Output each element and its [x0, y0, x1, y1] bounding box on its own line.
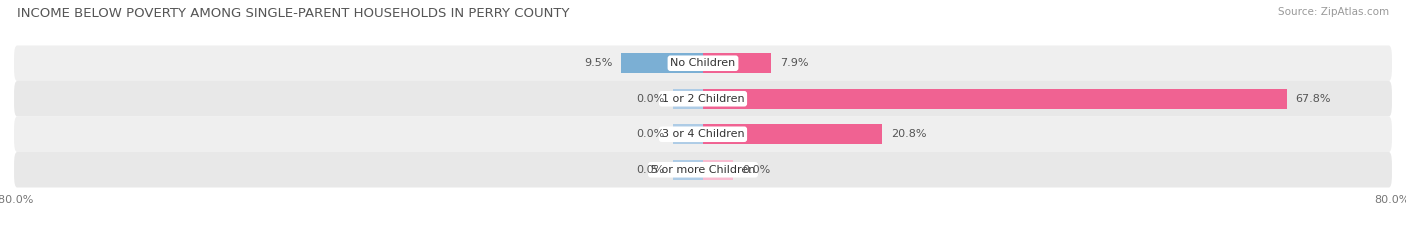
- Bar: [703, 124, 882, 144]
- Text: 3 or 4 Children: 3 or 4 Children: [662, 129, 744, 139]
- Text: Source: ZipAtlas.com: Source: ZipAtlas.com: [1278, 7, 1389, 17]
- Text: 0.0%: 0.0%: [636, 165, 664, 175]
- Text: 67.8%: 67.8%: [1295, 94, 1331, 104]
- Bar: [621, 54, 703, 73]
- Text: 7.9%: 7.9%: [780, 58, 808, 68]
- Bar: [703, 160, 733, 179]
- Text: 9.5%: 9.5%: [585, 58, 613, 68]
- FancyBboxPatch shape: [14, 45, 1392, 81]
- Text: 20.8%: 20.8%: [891, 129, 927, 139]
- FancyBboxPatch shape: [14, 152, 1392, 188]
- Text: 5 or more Children: 5 or more Children: [651, 165, 755, 175]
- FancyBboxPatch shape: [14, 116, 1392, 152]
- Text: INCOME BELOW POVERTY AMONG SINGLE-PARENT HOUSEHOLDS IN PERRY COUNTY: INCOME BELOW POVERTY AMONG SINGLE-PARENT…: [17, 7, 569, 20]
- FancyBboxPatch shape: [14, 81, 1392, 116]
- Bar: [703, 54, 770, 73]
- Text: No Children: No Children: [671, 58, 735, 68]
- Bar: [673, 124, 703, 144]
- Bar: [703, 89, 1286, 109]
- Text: 0.0%: 0.0%: [742, 165, 770, 175]
- Text: 0.0%: 0.0%: [636, 129, 664, 139]
- Bar: [673, 89, 703, 109]
- Bar: [673, 160, 703, 179]
- Text: 1 or 2 Children: 1 or 2 Children: [662, 94, 744, 104]
- Text: 0.0%: 0.0%: [636, 94, 664, 104]
